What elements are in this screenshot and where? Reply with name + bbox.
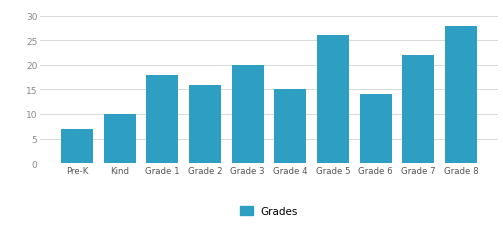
Bar: [232, 66, 264, 163]
Bar: [402, 56, 435, 163]
Bar: [189, 85, 221, 163]
Bar: [275, 90, 306, 163]
Bar: [146, 75, 179, 163]
Bar: [360, 95, 392, 163]
Bar: [317, 36, 349, 163]
Bar: [104, 114, 136, 163]
Bar: [61, 129, 93, 163]
Legend: Grades: Grades: [237, 203, 301, 219]
Bar: [445, 26, 477, 163]
